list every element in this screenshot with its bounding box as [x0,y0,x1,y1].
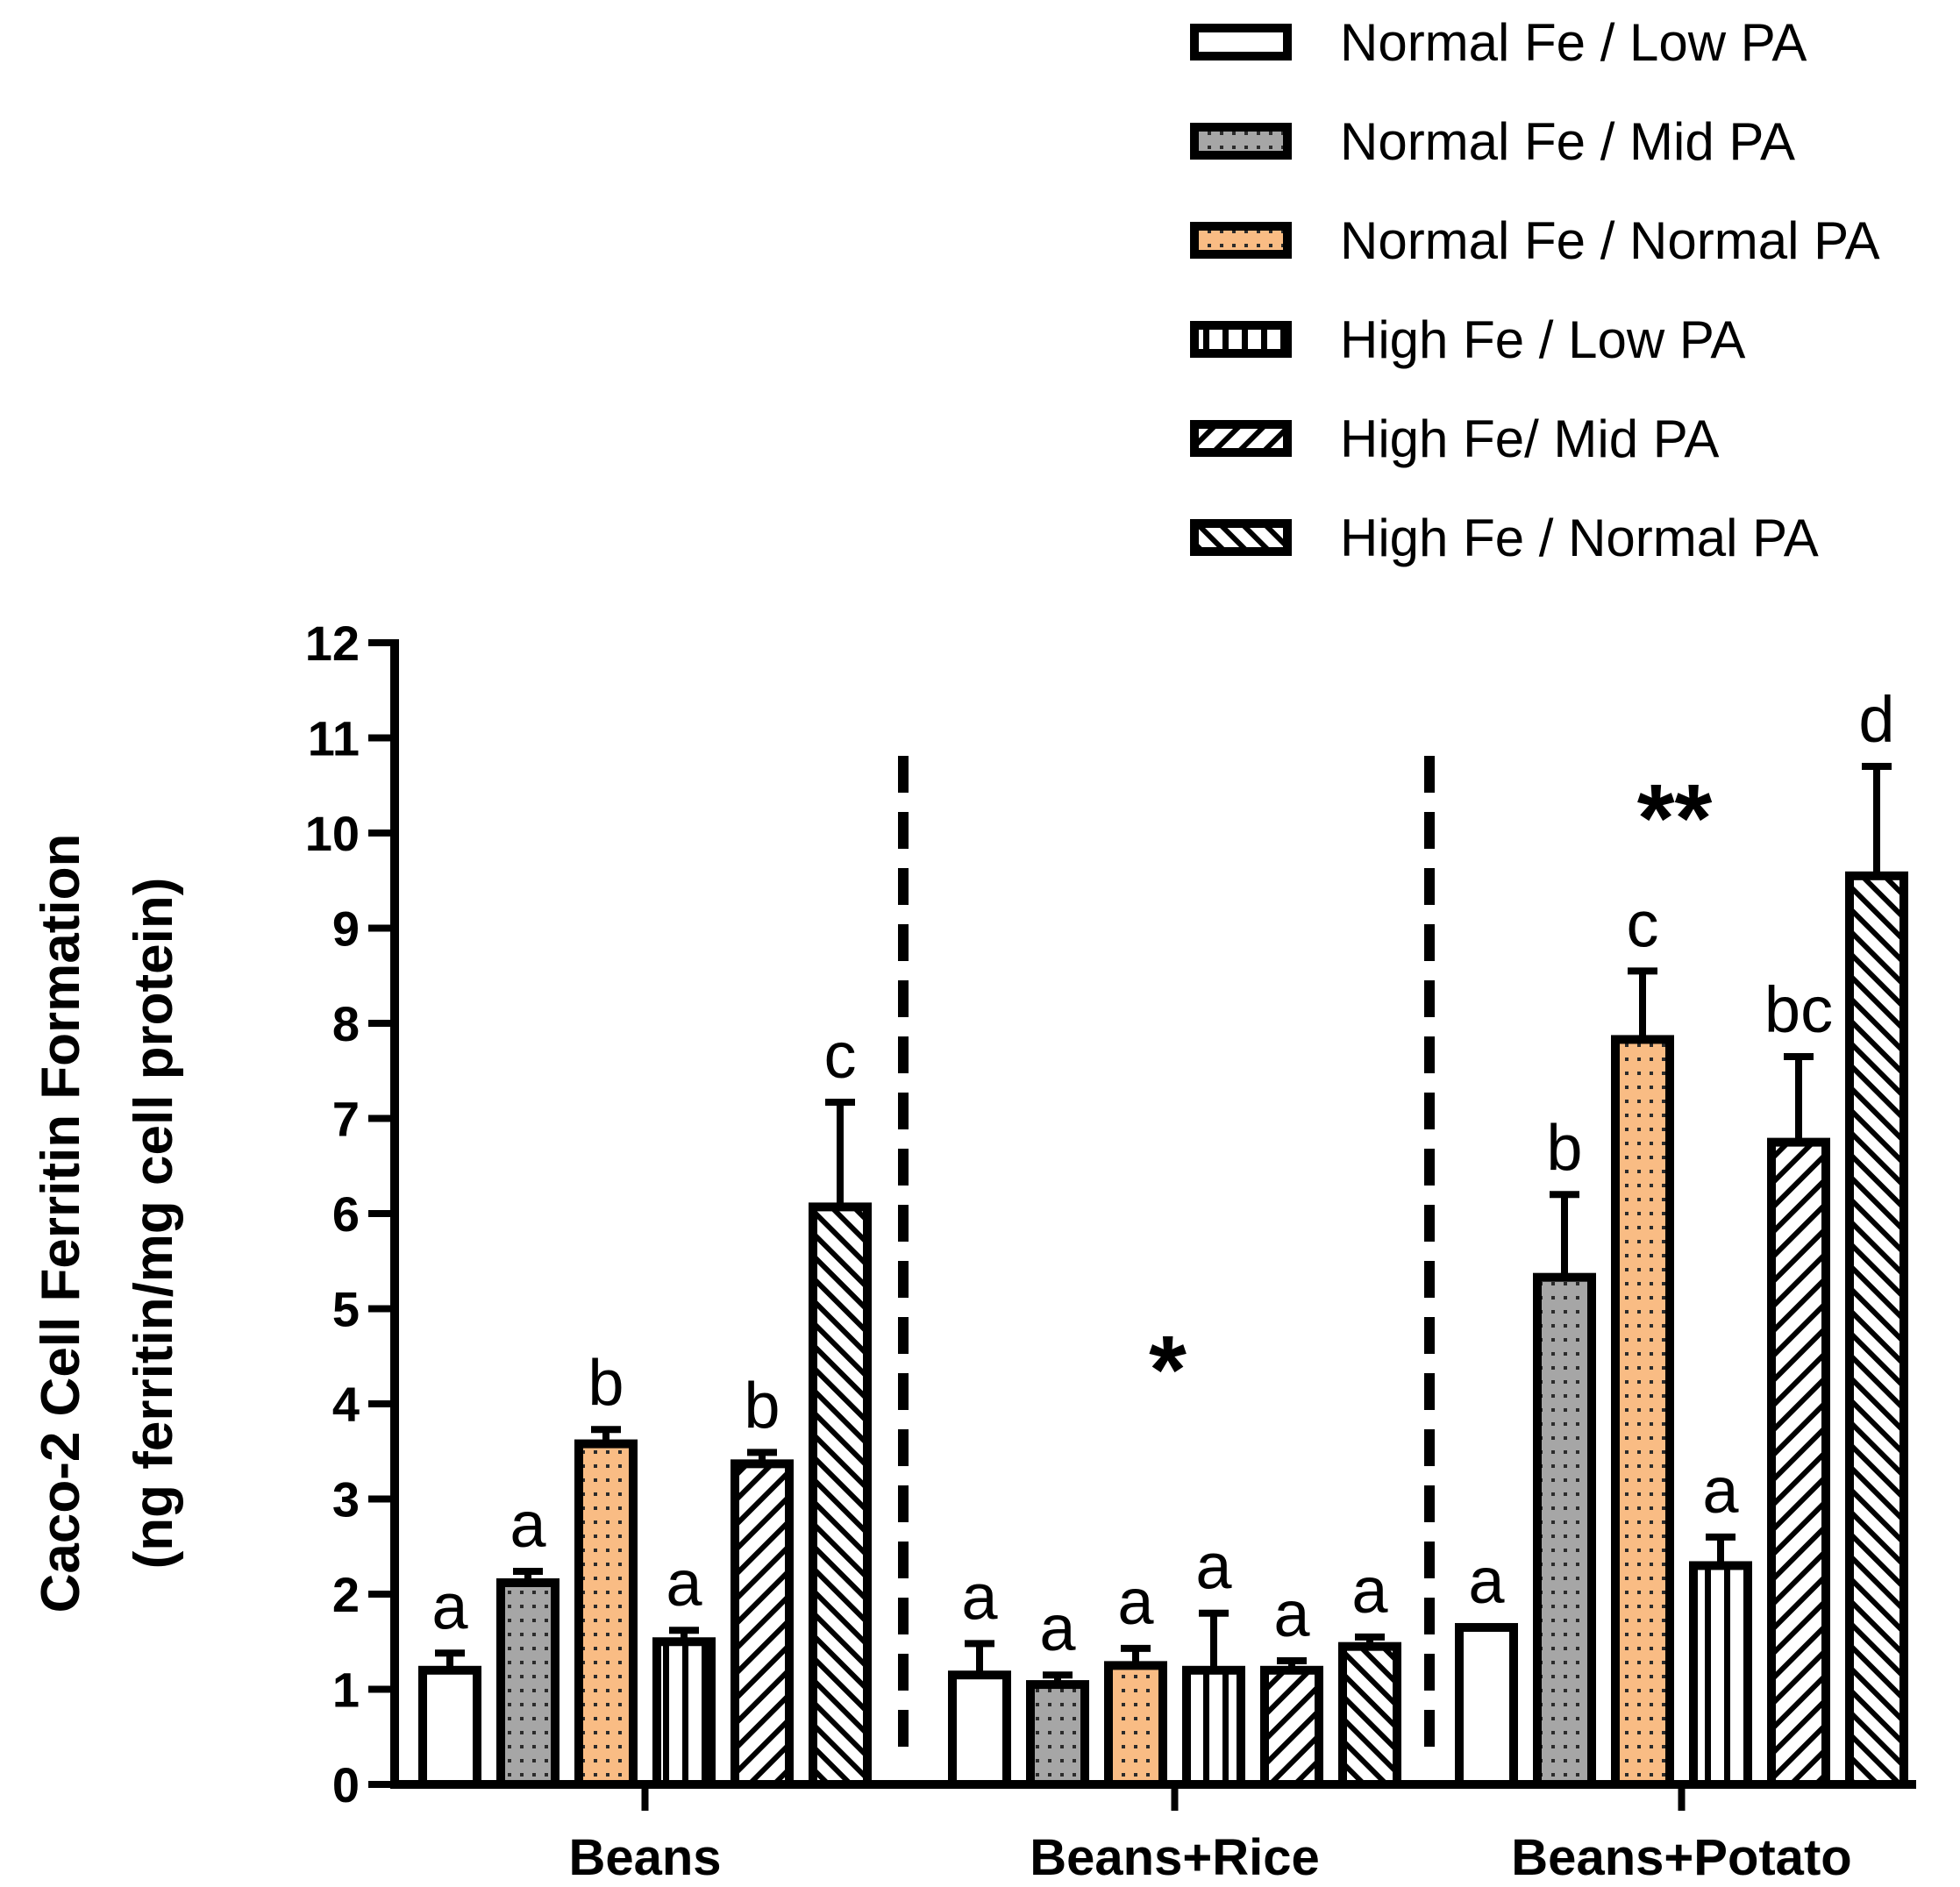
significance-letter: a [510,1488,546,1561]
bar [1533,1272,1596,1789]
significance-letter: a [1702,1454,1739,1527]
bar [1338,1641,1401,1790]
significance-letter: a [1351,1554,1388,1627]
legend-label: High Fe / Normal PA [1340,509,1819,567]
significance-letter: b [1546,1111,1582,1184]
legend-swatch [1190,123,1292,160]
significance-letter: a [1039,1591,1076,1664]
bar [1767,1137,1830,1789]
significance-asterisk: * [1149,1316,1187,1424]
y-tick-label: 0 [332,1757,360,1812]
y-axis-label: Caco-2 Cell Ferritin Formation [31,834,91,1613]
bar [1182,1665,1245,1790]
significance-letter: d [1858,683,1894,756]
significance-letter: c [1627,887,1659,960]
significance-letter: b [588,1346,624,1419]
legend-swatch [1190,321,1292,358]
bar [1026,1680,1089,1789]
legend-label: High Fe/ Mid PA [1340,409,1719,468]
bar [1455,1622,1518,1789]
x-category-label: Beans [568,1829,721,1886]
bar [809,1202,872,1789]
y-tick-label: 3 [332,1472,360,1527]
x-category-label: Beans+Rice [1030,1829,1319,1886]
annotations: *** [1149,765,1712,1424]
significance-letter: a [666,1547,702,1620]
bar [574,1439,638,1789]
bar [731,1459,794,1789]
legend-label: High Fe / Low PA [1340,310,1745,369]
legend-label: Normal Fe / Low PA [1340,13,1807,72]
bar [1611,1035,1674,1789]
y-tick-label: 11 [308,711,360,766]
bar [1260,1665,1323,1790]
y-tick-label: 7 [332,1092,360,1147]
legend-swatch [1190,24,1292,61]
y-tick-label: 6 [332,1186,360,1242]
y-tick-label: 4 [332,1377,360,1432]
legend-swatch [1190,420,1292,457]
bar [1104,1661,1167,1789]
bar [948,1670,1011,1789]
legend-label: Normal Fe / Mid PA [1340,112,1795,171]
y-tick-label: 1 [332,1663,360,1718]
y-axis-label-units: (ng ferritin/mg cell protein) [124,878,184,1570]
significance-asterisk: ** [1637,765,1713,872]
significance-letter: a [1117,1565,1154,1638]
legend-swatch [1190,222,1292,259]
significance-letter: a [431,1570,468,1642]
significance-letter: a [1195,1530,1232,1603]
y-tick-label: 2 [332,1567,360,1622]
y-tick-label: 12 [305,616,360,671]
legend-label: Normal Fe / Normal PA [1340,211,1880,270]
legend: Normal Fe / Low PA Normal Fe / Mid PA Norm… [1190,13,1880,567]
significance-letter: b [744,1369,780,1442]
x-category-label: Beans+Potato [1511,1829,1851,1886]
bar [1689,1561,1752,1789]
significance-letter: a [1468,1544,1505,1617]
bar [496,1577,559,1789]
significance-letter: bc [1764,973,1833,1046]
bar [652,1637,716,1789]
legend-swatch [1190,519,1292,556]
bar [1845,871,1908,1790]
significance-letter: a [1273,1577,1310,1650]
y-tick-label: 9 [332,901,360,957]
y-tick-label: 5 [332,1282,360,1337]
significance-letter: a [961,1560,998,1633]
bar [418,1665,481,1790]
significance-letter: c [824,1019,857,1092]
y-tick-label: 8 [332,996,360,1051]
y-tick-label: 10 [305,806,360,861]
